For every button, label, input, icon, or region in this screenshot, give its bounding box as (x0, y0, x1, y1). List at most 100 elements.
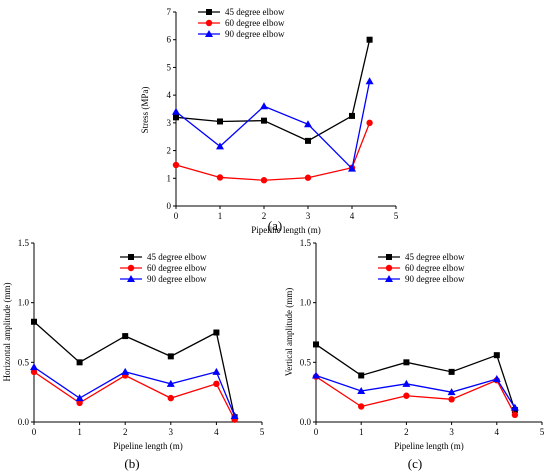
series-45-degree (173, 36, 373, 144)
legend-marker (127, 264, 135, 272)
data-point-marker (402, 379, 411, 387)
data-point-marker (230, 412, 239, 420)
series-line (33, 371, 236, 420)
x-tick-label: 2 (123, 427, 128, 437)
y-tick-label: 1.0 (300, 298, 312, 308)
data-point-marker (366, 119, 373, 127)
legend-label: 60 degree elbow (225, 18, 285, 28)
series-60-degree (30, 368, 238, 423)
data-point-marker (30, 363, 38, 371)
data-point-marker (76, 399, 83, 407)
x-tick-label: 4 (495, 427, 500, 437)
y-axis-title: Horizontal amplitude (mm) (2, 283, 12, 382)
data-point-marker (365, 77, 374, 85)
data-point-marker (213, 380, 220, 388)
series-line (315, 343, 516, 411)
legend-marker (205, 30, 213, 37)
data-point-marker (312, 371, 320, 379)
series-90-degree (312, 371, 519, 411)
data-point-marker (304, 174, 312, 181)
data-point-marker (313, 341, 319, 348)
legend-label: 90 degree elbow (147, 274, 207, 284)
y-tick-label: 2 (167, 146, 172, 156)
series-45-degree (313, 341, 518, 414)
x-axis-title: Pipeline length (m) (251, 225, 321, 235)
x-tick-label: 3 (306, 211, 311, 221)
x-tick-label: 5 (394, 211, 399, 221)
x-tick-label: 1 (218, 211, 223, 221)
y-tick-label: 0 (167, 201, 172, 211)
data-point-marker (349, 112, 355, 119)
x-tick-label: 2 (262, 211, 267, 221)
x-tick-label: 3 (449, 427, 454, 437)
data-point-marker (305, 137, 311, 144)
y-tick-label: 0.0 (300, 417, 312, 427)
data-point-marker (121, 367, 130, 375)
data-point-marker (173, 114, 179, 121)
chart-c: 0 1 2 3 4 5 0.0 0.5 1.0 1.5 Pipeline length (m) Ver… (284, 238, 545, 471)
legend-label: 60 degree elbow (147, 263, 207, 273)
data-point-marker (448, 368, 455, 375)
y-tick-label: 7 (167, 7, 172, 17)
legend-marker (385, 264, 393, 272)
data-point-marker (358, 372, 365, 379)
data-point-marker (260, 177, 268, 184)
data-point-marker (510, 403, 519, 411)
y-axis-title: Vertical amplitude (mm) (284, 288, 294, 376)
data-point-marker (30, 368, 38, 376)
data-point-marker (167, 394, 174, 402)
legend-label: 60 degree elbow (405, 263, 465, 273)
data-point-marker (403, 392, 410, 399)
data-point-marker (31, 318, 37, 325)
y-axis-title: Stress (MPa) (140, 87, 150, 134)
data-point-marker (260, 102, 268, 110)
legend-marker (205, 19, 213, 27)
x-tick-label: 5 (260, 427, 265, 437)
x-axis-title: Pipeline length (m) (113, 441, 183, 451)
series-45-degree (31, 318, 238, 421)
data-point-marker (357, 386, 366, 394)
legend-label: 90 degree elbow (405, 274, 465, 284)
series-line (315, 374, 516, 409)
data-point-marker (217, 118, 223, 125)
x-tick-label: 1 (359, 427, 364, 437)
panel-label: (c) (408, 456, 422, 471)
data-point-marker (172, 161, 180, 169)
series-line (175, 122, 371, 181)
data-point-marker (348, 164, 356, 172)
data-point-marker (212, 367, 221, 375)
x-tick-label: 0 (32, 427, 37, 437)
legend-marker (127, 275, 135, 282)
y-tick-label: 0.5 (300, 357, 312, 367)
series-line (33, 321, 236, 418)
legend-label: 90 degree elbow (225, 29, 285, 39)
chart-a: 0 1 2 3 4 5 0 1 2 3 4 5 6 7 Pipeline length (m) Stress … (140, 7, 399, 235)
legend-label: 45 degree elbow (147, 252, 207, 262)
series-90-degree (172, 77, 374, 172)
data-point-marker (213, 329, 220, 336)
series-line (33, 366, 236, 417)
data-point-marker (304, 120, 312, 128)
series-60-degree (312, 373, 519, 419)
data-point-marker (366, 36, 373, 43)
data-point-marker (447, 388, 456, 396)
legend-marker (206, 9, 212, 15)
data-point-marker (492, 375, 501, 383)
y-tick-label: 0.5 (18, 357, 30, 367)
data-point-marker (511, 411, 519, 419)
y-tick-label: 0.0 (18, 417, 30, 427)
data-point-marker (167, 353, 174, 360)
data-point-marker (216, 142, 224, 150)
data-point-marker (75, 394, 84, 402)
data-point-marker (358, 403, 365, 410)
y-tick-label: 5 (167, 62, 172, 72)
data-point-marker (122, 333, 129, 340)
data-point-marker (216, 174, 224, 181)
legend-marker (386, 254, 392, 260)
data-point-marker (172, 107, 180, 115)
legend-marker (128, 254, 134, 260)
data-point-marker (448, 396, 455, 403)
x-tick-label: 2 (404, 427, 409, 437)
y-tick-label: 1.5 (300, 238, 312, 248)
